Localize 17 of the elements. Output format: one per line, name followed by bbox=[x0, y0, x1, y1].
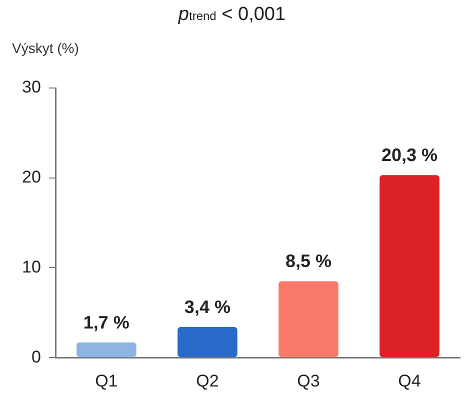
data-label: 3,4 % bbox=[184, 297, 230, 318]
y-tick-label: 30 bbox=[22, 78, 41, 97]
data-label: 20,3 % bbox=[381, 145, 438, 166]
y-tick-label: 10 bbox=[22, 257, 41, 276]
data-label: 8,5 % bbox=[285, 251, 332, 272]
bar bbox=[178, 327, 238, 358]
data-label: 1,7 % bbox=[83, 312, 130, 332]
x-tick-label: Q4 bbox=[398, 371, 421, 390]
x-tick-label: Q3 bbox=[297, 371, 320, 390]
bar bbox=[278, 281, 338, 358]
x-tick-label: Q1 bbox=[95, 371, 118, 390]
x-tick-label: Q2 bbox=[196, 371, 219, 390]
bar bbox=[76, 342, 136, 358]
y-tick-label: 20 bbox=[22, 168, 41, 187]
y-tick-label: 0 bbox=[31, 347, 41, 366]
y-axis-title: Výskyt (%) bbox=[12, 40, 79, 56]
bar bbox=[380, 175, 440, 358]
